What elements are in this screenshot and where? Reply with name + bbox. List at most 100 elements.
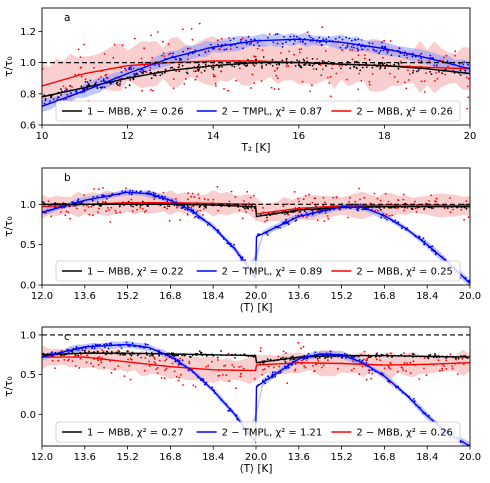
data-point xyxy=(63,98,65,101)
data-point xyxy=(136,72,138,75)
data-point xyxy=(130,204,132,207)
data-point xyxy=(212,48,215,51)
data-point xyxy=(346,44,349,46)
data-point xyxy=(378,207,381,209)
series-tmpl2-line xyxy=(42,191,470,284)
data-point xyxy=(449,211,452,214)
data-point xyxy=(148,365,151,367)
legend-entry: 2 − MBB, χ² = 0.26 xyxy=(356,428,453,439)
data-point xyxy=(415,211,418,213)
data-point xyxy=(170,66,172,69)
data-point xyxy=(124,190,127,193)
data-point xyxy=(300,48,303,50)
data-point xyxy=(267,375,269,378)
data-point xyxy=(418,378,421,380)
data-point xyxy=(190,206,193,209)
data-point xyxy=(288,50,290,53)
data-point xyxy=(128,364,131,367)
data-point xyxy=(71,360,74,362)
data-point xyxy=(467,216,470,219)
data-point xyxy=(423,243,425,246)
data-point xyxy=(143,47,146,50)
data-point xyxy=(124,86,127,89)
data-point xyxy=(452,208,454,211)
data-point xyxy=(357,38,360,41)
data-point xyxy=(314,197,317,200)
data-point xyxy=(397,221,400,224)
data-point xyxy=(389,368,392,370)
data-point xyxy=(273,88,276,90)
legend-entry: 2 − TMPL, χ² = 0.87 xyxy=(222,107,323,118)
data-point xyxy=(274,371,276,373)
data-point xyxy=(60,88,62,90)
data-point xyxy=(81,349,84,352)
data-point xyxy=(54,367,56,369)
data-point xyxy=(177,66,180,69)
data-point xyxy=(246,64,249,66)
data-point xyxy=(400,227,403,230)
data-point xyxy=(329,75,332,78)
data-point xyxy=(335,196,338,199)
data-point xyxy=(177,364,180,367)
data-point xyxy=(102,78,105,81)
data-point xyxy=(125,341,128,344)
x-tick-label: 20.0 xyxy=(245,291,267,302)
data-point xyxy=(397,68,400,70)
data-point xyxy=(84,209,86,212)
data-point xyxy=(148,360,151,363)
data-point xyxy=(400,62,403,64)
data-point xyxy=(253,194,255,197)
data-point xyxy=(115,82,118,85)
data-point xyxy=(330,357,333,359)
data-point xyxy=(43,102,46,105)
data-point xyxy=(182,384,184,386)
data-point xyxy=(240,38,242,41)
data-point xyxy=(323,220,326,223)
data-point xyxy=(423,367,425,370)
data-point xyxy=(321,68,324,71)
data-point xyxy=(86,81,89,84)
data-point xyxy=(404,81,406,84)
data-point xyxy=(103,86,106,89)
data-point xyxy=(379,359,382,361)
data-point xyxy=(305,216,308,219)
data-point xyxy=(412,69,415,72)
data-point xyxy=(302,58,305,61)
data-point xyxy=(443,56,445,59)
data-point xyxy=(143,369,146,372)
data-point xyxy=(235,387,237,390)
plot-area xyxy=(42,22,470,112)
data-point xyxy=(178,359,181,362)
data-point xyxy=(158,359,161,362)
data-point xyxy=(454,54,456,57)
data-point xyxy=(77,48,80,51)
data-point xyxy=(175,70,178,72)
data-point xyxy=(389,40,392,42)
data-point xyxy=(294,363,297,366)
data-point xyxy=(445,54,448,57)
data-point xyxy=(361,359,364,362)
data-point xyxy=(85,361,88,364)
data-point xyxy=(431,207,433,210)
data-point xyxy=(297,341,300,344)
data-point xyxy=(319,64,322,66)
data-point xyxy=(320,43,323,46)
data-point xyxy=(318,356,321,359)
data-point xyxy=(203,69,206,72)
data-point xyxy=(233,65,236,68)
data-point xyxy=(124,67,126,70)
data-point xyxy=(141,68,144,71)
data-point xyxy=(383,207,385,209)
data-point xyxy=(149,69,151,72)
data-point xyxy=(235,79,237,82)
data-point xyxy=(211,386,214,389)
data-point xyxy=(461,357,464,360)
data-point xyxy=(284,361,287,363)
data-point xyxy=(464,69,467,72)
data-point xyxy=(242,367,245,370)
data-point xyxy=(462,63,465,66)
data-point xyxy=(345,78,348,81)
data-point xyxy=(115,211,118,214)
data-point xyxy=(449,197,451,199)
data-point xyxy=(119,80,122,83)
